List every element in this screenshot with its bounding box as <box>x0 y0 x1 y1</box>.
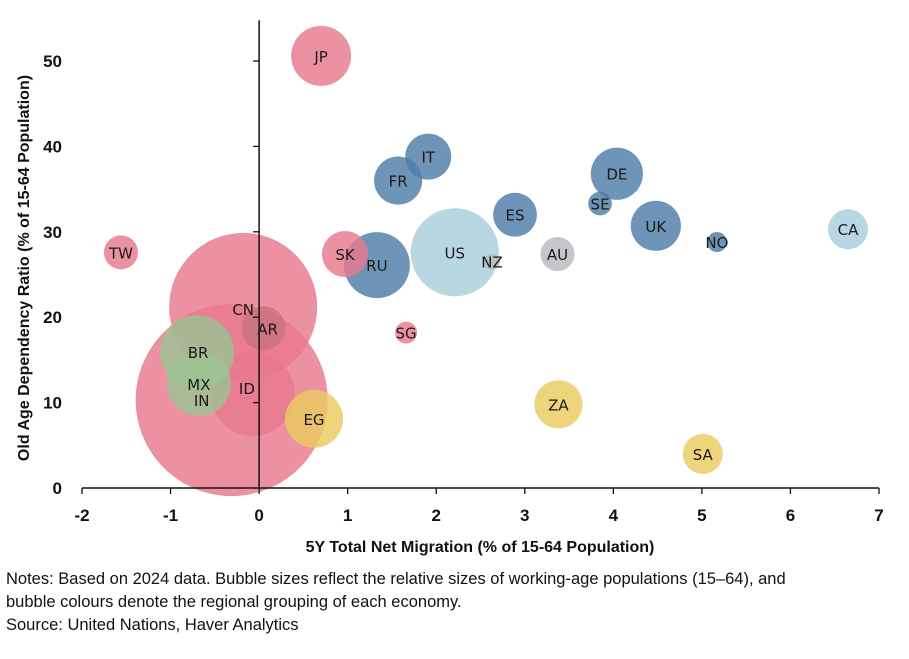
bubble-label-za: ZA <box>548 396 569 414</box>
bubble-label-sa: SA <box>693 446 714 464</box>
y-tick-label: 30 <box>43 223 62 242</box>
bubble-no <box>706 232 727 253</box>
bubble-eg <box>285 389 343 448</box>
bubble-label-ca: CA <box>838 221 859 239</box>
bubble-label-us: US <box>445 244 466 262</box>
axes: -2 -1 0 1 2 3 4 5 6 7 0 10 20 30 40 50 <box>43 20 884 525</box>
x-tick-label: 6 <box>786 506 795 525</box>
bubble-mx <box>166 351 231 416</box>
bubble-label-br: BR <box>188 344 209 362</box>
notes-line-1: Notes: Based on 2024 data. Bubble sizes … <box>6 570 786 588</box>
x-tick-label: 4 <box>609 506 619 525</box>
bubble-label-se: SE <box>591 196 610 214</box>
x-tick-label: 0 <box>254 506 263 525</box>
bubble-label-layer: IN CN US ID BR RU MX JP EG DE UK FR ZA IT SK ES AR CA SA AU… <box>108 48 859 464</box>
bubble-ar <box>241 306 286 351</box>
bubble-uk <box>630 200 681 251</box>
bubble-label-cn: CN <box>232 301 254 319</box>
bubble-ca <box>828 209 869 250</box>
bubble-nz <box>484 253 501 270</box>
bubble-chart: -2 -1 0 1 2 3 4 5 6 7 0 10 20 30 40 50 IN CN US ID BR RU MX JP… <box>16 20 884 556</box>
x-tick-label: 7 <box>874 506 883 525</box>
bubble-label-de: DE <box>606 166 627 184</box>
bubble-label-au: AU <box>547 246 568 264</box>
bubble-label-ru: RU <box>366 257 387 275</box>
x-tick-label: 5 <box>697 506 706 525</box>
bubble-za <box>534 380 583 429</box>
y-tick-label: 20 <box>43 308 62 327</box>
bubble-de <box>590 147 643 200</box>
bubble-label-sg: SG <box>396 325 417 343</box>
bubble-label-in: IN <box>194 392 210 410</box>
bubble-label-mx: MX <box>187 376 210 394</box>
bubble-layer <box>103 25 869 497</box>
bubble-se <box>588 191 612 216</box>
chart-notes: Notes: Based on 2024 data. Bubble sizes … <box>6 568 906 637</box>
bubble-label-ar: AR <box>257 320 278 338</box>
bubble-label-sk: SK <box>335 246 356 264</box>
bubble-label-no: NO <box>705 234 728 252</box>
x-tick-label: -2 <box>74 506 89 525</box>
bubble-sg <box>395 321 418 344</box>
y-tick-label: 10 <box>43 394 62 413</box>
bubble-au <box>540 236 575 272</box>
bubble-us <box>410 208 499 297</box>
bubble-label-jp: JP <box>313 48 327 66</box>
bubble-sk <box>321 230 369 278</box>
bubble-tw <box>103 235 138 270</box>
x-tick-label: 1 <box>343 506 352 525</box>
x-tick-label: 3 <box>520 506 529 525</box>
bubble-label-it: IT <box>421 149 435 167</box>
x-tick-label: -1 <box>163 506 178 525</box>
bubble-es <box>493 192 537 237</box>
x-tick-label: 2 <box>431 506 440 525</box>
bubble-label-es: ES <box>506 207 525 225</box>
y-tick-label: 40 <box>43 137 62 156</box>
y-tick-label: 0 <box>53 479 62 498</box>
bubble-label-eg: EG <box>303 411 324 429</box>
y-axis-title: Old Age Dependency Ratio (% of 15-64 Pop… <box>16 75 33 461</box>
notes-line-2: bubble colours denote the regional group… <box>6 593 462 611</box>
source-line: Source: United Nations, Haver Analytics <box>6 616 299 634</box>
bubble-label-id: ID <box>239 380 255 398</box>
bubble-label-fr: FR <box>389 173 408 191</box>
x-axis-title: 5Y Total Net Migration (% of 15-64 Popul… <box>306 539 655 556</box>
bubble-label-uk: UK <box>645 218 667 236</box>
bubble-jp <box>291 25 352 86</box>
bubble-sa <box>682 433 723 474</box>
bubble-label-nz: NZ <box>481 254 503 272</box>
y-tick-label: 50 <box>43 52 62 71</box>
bubble-it <box>405 133 452 180</box>
bubble-label-tw: TW <box>108 244 133 262</box>
bubble-id <box>210 352 295 437</box>
